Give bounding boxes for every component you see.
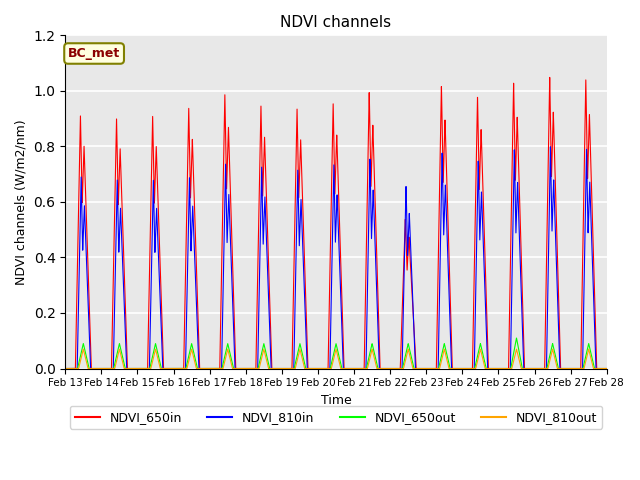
NDVI_810out bbox=[172, 366, 179, 372]
NDVI_650out bbox=[603, 366, 611, 372]
NDVI_650in bbox=[488, 366, 495, 372]
NDVI_650out bbox=[264, 359, 272, 364]
NDVI_810in bbox=[411, 345, 419, 350]
NDVI_810in bbox=[177, 366, 185, 372]
NDVI_650in bbox=[177, 366, 185, 372]
NDVI_810out bbox=[177, 366, 185, 372]
NDVI_810in bbox=[601, 366, 609, 372]
Y-axis label: NDVI channels (W/m2/nm): NDVI channels (W/m2/nm) bbox=[15, 119, 28, 285]
Line: NDVI_650out: NDVI_650out bbox=[65, 338, 607, 369]
Line: NDVI_810out: NDVI_810out bbox=[65, 349, 607, 369]
NDVI_810out bbox=[603, 366, 611, 372]
Line: NDVI_810in: NDVI_810in bbox=[65, 147, 607, 369]
NDVI_650out bbox=[601, 366, 609, 372]
NDVI_650out bbox=[172, 366, 179, 372]
Title: NDVI channels: NDVI channels bbox=[280, 15, 392, 30]
NDVI_810out bbox=[61, 366, 69, 372]
NDVI_650in bbox=[546, 74, 554, 80]
Text: BC_met: BC_met bbox=[68, 47, 120, 60]
NDVI_650in bbox=[61, 366, 69, 372]
NDVI_650out bbox=[177, 366, 185, 372]
NDVI_810in bbox=[488, 366, 495, 372]
NDVI_810out bbox=[585, 346, 593, 352]
NDVI_650out bbox=[61, 366, 69, 372]
NDVI_650in bbox=[603, 366, 611, 372]
NDVI_810out bbox=[488, 366, 495, 372]
X-axis label: Time: Time bbox=[321, 394, 351, 407]
NDVI_650out bbox=[411, 366, 419, 372]
NDVI_650in bbox=[264, 243, 272, 249]
NDVI_650out bbox=[513, 335, 520, 341]
NDVI_810in bbox=[172, 366, 179, 372]
NDVI_810out bbox=[264, 363, 272, 369]
NDVI_810in bbox=[547, 144, 554, 150]
NDVI_650in bbox=[172, 366, 179, 372]
NDVI_810in bbox=[603, 366, 611, 372]
NDVI_810in bbox=[61, 366, 69, 372]
NDVI_650out bbox=[488, 366, 495, 372]
Line: NDVI_650in: NDVI_650in bbox=[65, 77, 607, 369]
NDVI_650in bbox=[411, 337, 419, 343]
NDVI_810out bbox=[411, 366, 419, 372]
NDVI_650in bbox=[601, 366, 609, 372]
Legend: NDVI_650in, NDVI_810in, NDVI_650out, NDVI_810out: NDVI_650in, NDVI_810in, NDVI_650out, NDV… bbox=[70, 406, 602, 429]
NDVI_810in bbox=[264, 279, 272, 285]
NDVI_810out bbox=[601, 366, 609, 372]
